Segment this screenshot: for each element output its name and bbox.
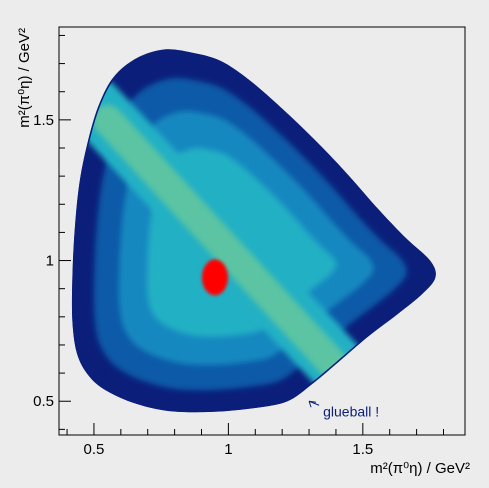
y-tick-label: 0.5 (33, 393, 54, 410)
annotation-text: glueball ! (323, 403, 379, 419)
x-axis-label: m²(π⁰η) / GeV² (370, 460, 470, 477)
y-tick-label: 1.5 (33, 112, 54, 129)
y-axis-label: m²(π⁰η) / GeV² (16, 28, 33, 128)
dalitz-edge (71, 49, 436, 413)
peak-region (201, 259, 228, 296)
x-tick-label: 1.5 (352, 441, 373, 458)
heatmap-layer (71, 49, 436, 413)
annotations: glueball ! (308, 400, 379, 419)
x-tick-label: 1 (224, 441, 232, 458)
y-tick-label: 1 (46, 253, 54, 270)
x-tick-label: 0.5 (84, 441, 105, 458)
axes: 0.5 1 1.5 0.5 1 1.5 (33, 34, 444, 458)
annotation-arrowhead (308, 400, 317, 408)
